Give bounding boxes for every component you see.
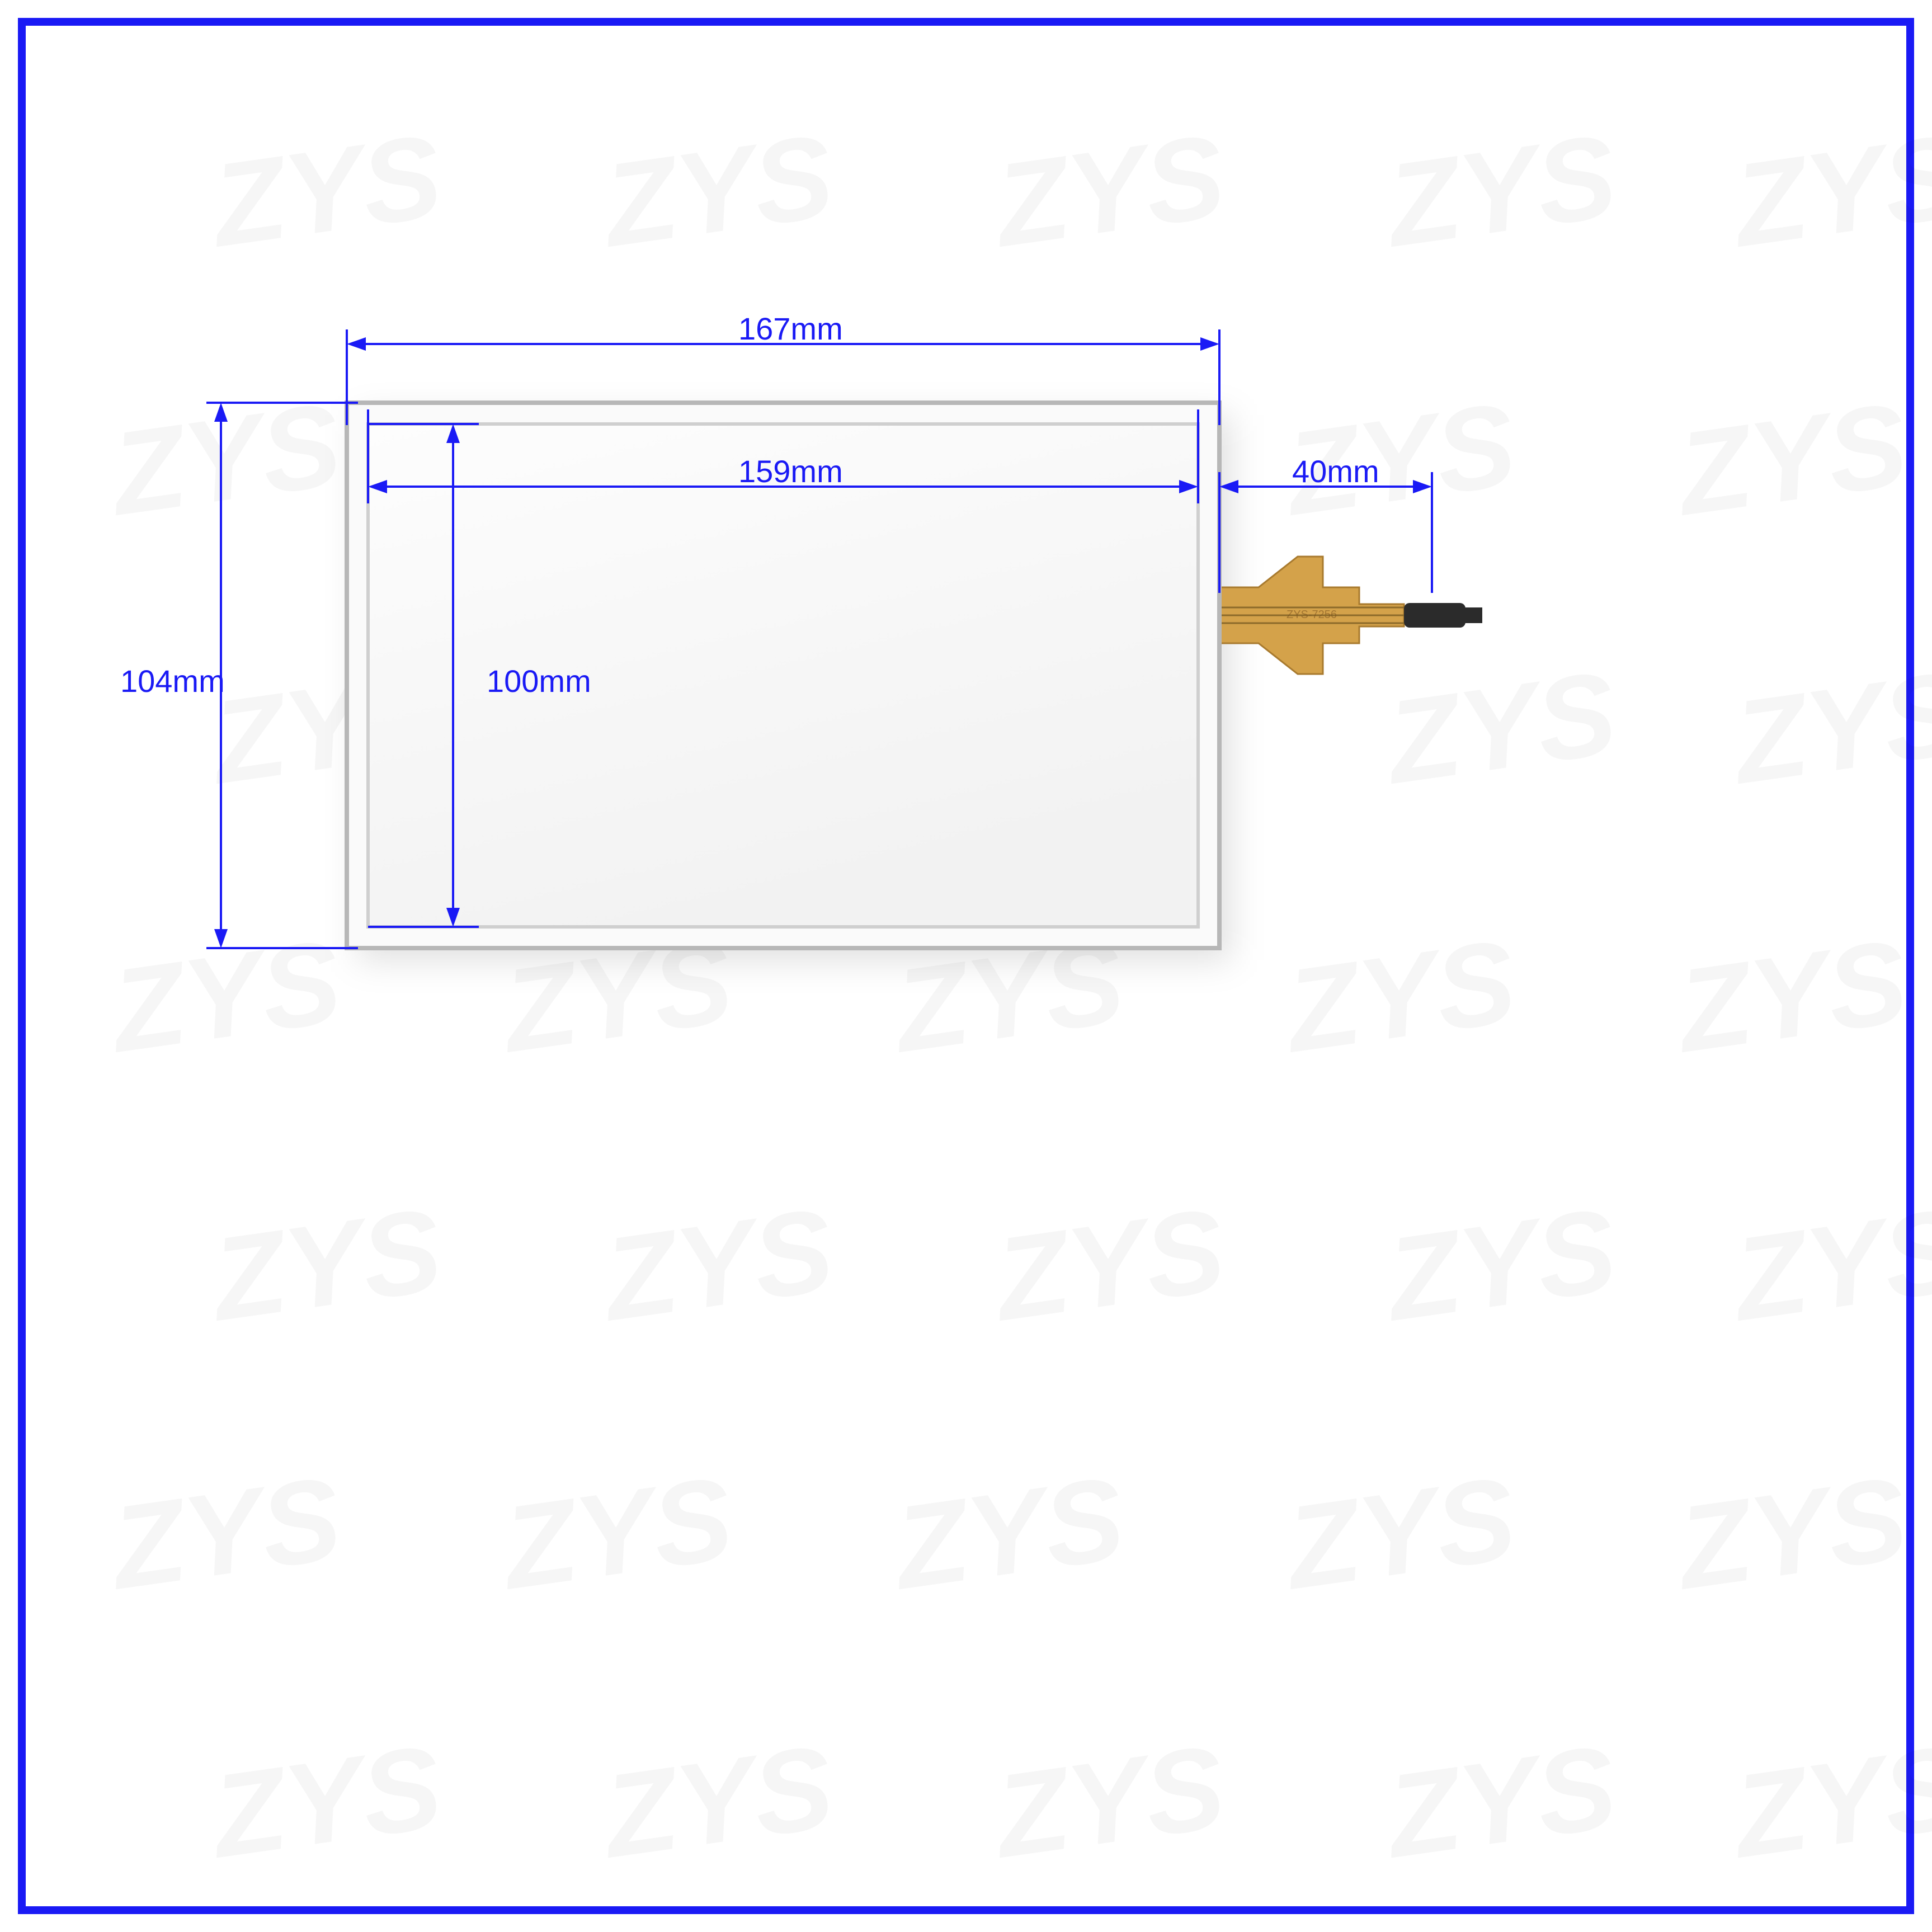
dim-label-outer_width: 167mm: [738, 310, 843, 347]
dim-label-outer_height: 104mm: [120, 663, 225, 699]
dimension-lines: [0, 0, 1932, 1932]
dim-label-inner_width: 159mm: [738, 453, 843, 489]
dim-label-cable_length: 40mm: [1292, 453, 1379, 489]
dim-label-inner_height: 100mm: [487, 663, 591, 699]
